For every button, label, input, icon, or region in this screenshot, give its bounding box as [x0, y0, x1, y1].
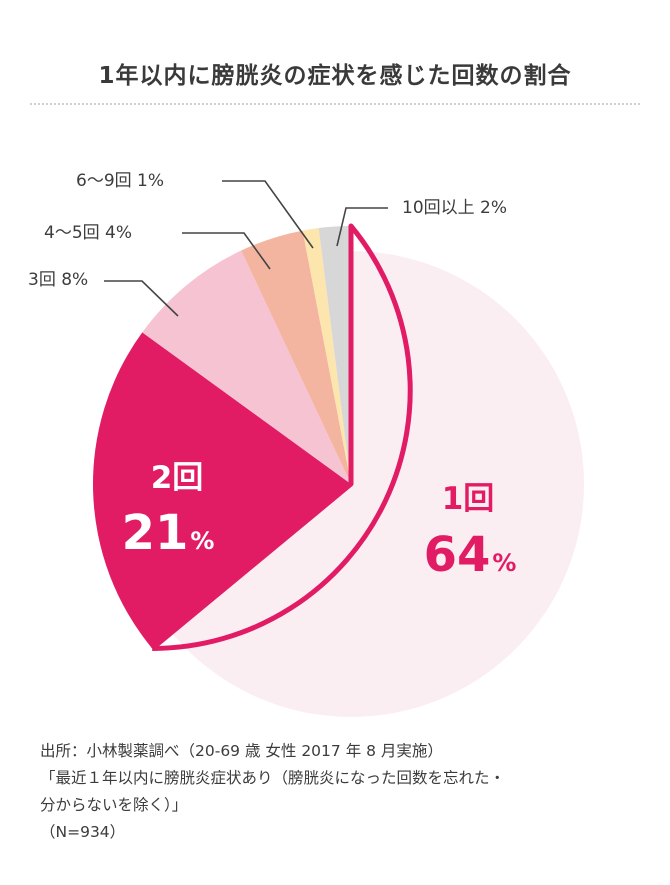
- slice-label-1: 1回: [442, 481, 495, 517]
- chart-title: 1年以内に膀胱炎の症状を感じた回数の割合: [98, 63, 572, 89]
- pie-slice-6: [318, 226, 351, 484]
- source-note-line-4: （N=934）: [40, 823, 126, 841]
- slice-label-6: 10回以上 2%: [402, 198, 507, 218]
- leader-line-6: [336, 207, 388, 247]
- leader-line-5: [222, 180, 314, 249]
- source-note-line-2: 「最近１年以内に膀胱炎症状あり（膀胱炎になった回数を忘れた・: [40, 769, 506, 787]
- slice-labels: 1回 64% 2回 21% 3回 8% 4〜5回 4% 6〜9回 1% 10回以上 2%: [28, 171, 516, 583]
- leader-lines: [104, 180, 388, 317]
- pie-slice-3: [142, 250, 351, 484]
- slice-label-4: 4〜5回 4%: [44, 223, 132, 243]
- slice-percent-2: 21%: [122, 505, 215, 561]
- pie-slice-4: [241, 230, 351, 484]
- pie-slices: [92, 223, 584, 717]
- slice-percent-1: 64%: [424, 527, 517, 583]
- source-note-line-3: 分からないを除く）」: [40, 796, 188, 814]
- pie-slice-1: [171, 251, 584, 717]
- source-notes: 出所：小林製薬調べ（20-69 歳 女性 2017 年 8 月実施） 「最近１年…: [40, 738, 660, 846]
- highlight-outline: [150, 223, 413, 651]
- source-note-line-1: 出所：小林製薬調べ（20-69 歳 女性 2017 年 8 月実施）: [40, 742, 443, 760]
- slice-label-2: 2回: [151, 460, 204, 496]
- pie-slice-5: [302, 228, 351, 484]
- pie-slice-2: [92, 332, 352, 649]
- slice-label-3: 3回 8%: [28, 270, 88, 290]
- leader-line-3: [104, 280, 179, 317]
- leader-line-4: [182, 232, 271, 270]
- title-divider: [30, 103, 640, 105]
- pie-chart: 1回 64% 2回 21% 3回 8% 4〜5回 4% 6〜9回 1% 10回以上 2%: [28, 171, 584, 717]
- slice-label-5: 6〜9回 1%: [76, 171, 164, 191]
